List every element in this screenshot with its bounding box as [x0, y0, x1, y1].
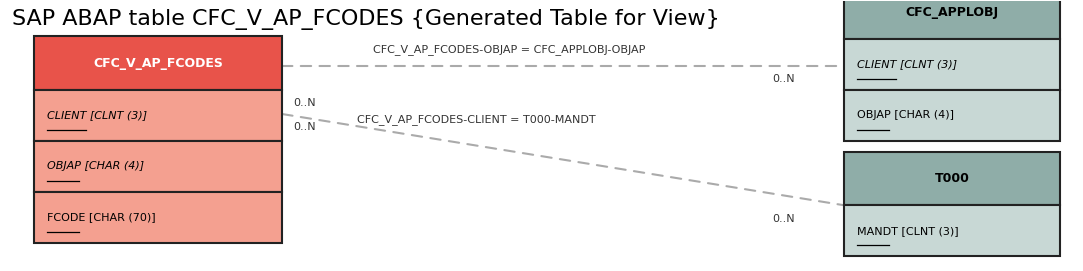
Text: CLIENT [CLNT (3)]: CLIENT [CLNT (3)] — [47, 110, 147, 120]
Text: 0..N: 0..N — [773, 74, 795, 84]
Bar — [844, 39, 1060, 90]
Text: 0..N: 0..N — [293, 122, 315, 133]
Bar — [34, 36, 283, 90]
Bar — [34, 192, 283, 243]
Text: MANDT [CLNT (3)]: MANDT [CLNT (3)] — [857, 226, 958, 236]
Text: T000: T000 — [935, 172, 969, 185]
Text: OBJAP [CHAR (4)]: OBJAP [CHAR (4)] — [857, 110, 954, 120]
Text: 0..N: 0..N — [773, 214, 795, 224]
Bar — [34, 141, 283, 192]
Text: FCODE [CHAR (70)]: FCODE [CHAR (70)] — [47, 212, 155, 222]
Text: CFC_V_AP_FCODES-OBJAP = CFC_APPLOBJ-OBJAP: CFC_V_AP_FCODES-OBJAP = CFC_APPLOBJ-OBJA… — [373, 44, 645, 55]
Bar — [844, 90, 1060, 141]
Text: CFC_V_AP_FCODES-CLIENT = T000-MANDT: CFC_V_AP_FCODES-CLIENT = T000-MANDT — [357, 114, 596, 125]
Text: SAP ABAP table CFC_V_AP_FCODES {Generated Table for View}: SAP ABAP table CFC_V_AP_FCODES {Generate… — [12, 9, 720, 30]
Text: 0..N: 0..N — [293, 98, 315, 108]
Bar — [34, 90, 283, 141]
Text: OBJAP [CHAR (4)]: OBJAP [CHAR (4)] — [47, 161, 144, 171]
Bar — [844, 205, 1060, 256]
Text: CLIENT [CLNT (3)]: CLIENT [CLNT (3)] — [857, 59, 957, 69]
Text: CFC_V_AP_FCODES: CFC_V_AP_FCODES — [93, 57, 223, 70]
Bar — [844, 0, 1060, 39]
Bar — [844, 151, 1060, 205]
Text: CFC_APPLOBJ: CFC_APPLOBJ — [905, 6, 999, 19]
